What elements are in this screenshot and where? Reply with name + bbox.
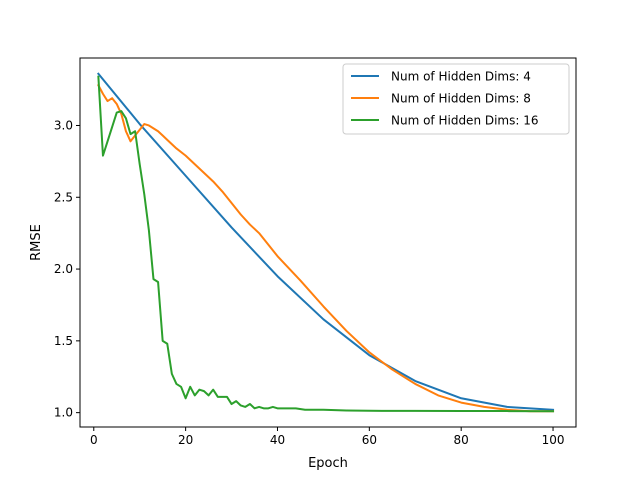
legend-label-2: Num of Hidden Dims: 16 [391, 114, 539, 128]
legend-label-1: Num of Hidden Dims: 8 [391, 92, 531, 106]
series-line-2 [97, 75, 555, 413]
x-tick-label-1: 20 [178, 433, 193, 447]
series-line-1 [97, 83, 555, 413]
x-tick-label-5: 100 [542, 433, 565, 447]
x-tick-label-4: 80 [454, 433, 469, 447]
y-tick-label-3: 2.5 [54, 190, 73, 204]
plot-frame [79, 57, 577, 428]
x-axis-label: Epoch [308, 456, 348, 471]
x-tick-label-2: 40 [270, 433, 285, 447]
y-tick-label-0: 1.0 [54, 406, 73, 420]
x-axis-ticks: 0 20 40 60 80 100 [90, 427, 565, 447]
legend-label-0: Num of Hidden Dims: 4 [391, 70, 531, 84]
y-axis-label: RMSE [29, 224, 44, 261]
legend: Num of Hidden Dims: 4 Num of Hidden Dims:… [342, 63, 570, 135]
x-tick-label-0: 0 [90, 433, 98, 447]
y-tick-label-2: 2.0 [54, 262, 73, 276]
y-axis-ticks: 1.0 1.5 2.0 2.5 3.0 [54, 118, 80, 420]
x-tick-label-3: 60 [362, 433, 377, 447]
plot-lines [96, 72, 555, 413]
legend-box [342, 63, 570, 135]
y-tick-label-4: 3.0 [54, 118, 73, 132]
y-tick-label-1: 1.5 [54, 334, 73, 348]
series-line-0 [96, 72, 555, 411]
